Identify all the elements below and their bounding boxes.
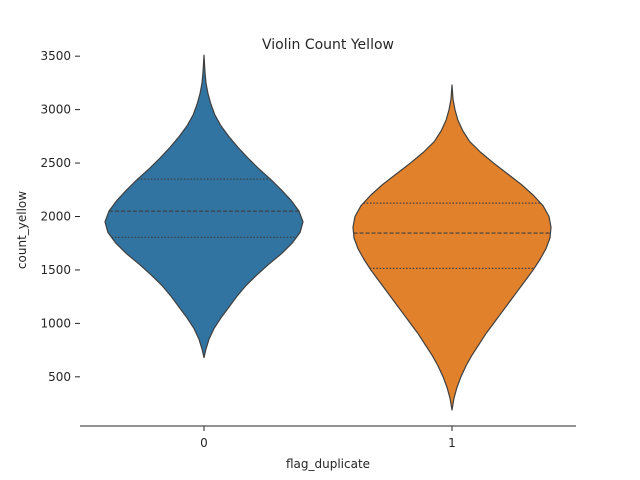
y-tick-label-2000: 2000 (40, 210, 71, 224)
plot-area (104, 54, 552, 411)
y-tick-label-1000: 1000 (40, 316, 71, 330)
y-tick-label-3000: 3000 (40, 103, 71, 117)
y-axis-label: count_yellow (15, 191, 29, 269)
x-tick-label-0: 0 (200, 436, 208, 450)
y-tick-label-500: 500 (48, 370, 71, 384)
x-tick-label-1: 1 (448, 436, 456, 450)
y-tick-label-1500: 1500 (40, 263, 71, 277)
violin-0 (104, 54, 304, 359)
y-axis: 500 1000 1500 2000 2500 3000 3500 (40, 49, 80, 384)
x-axis-label: flag_duplicate (286, 457, 370, 471)
chart-title: Violin Count Yellow (262, 37, 394, 53)
violin-1 (352, 84, 552, 411)
y-tick-label-2500: 2500 (40, 156, 71, 170)
y-tick-label-3500: 3500 (40, 49, 71, 63)
